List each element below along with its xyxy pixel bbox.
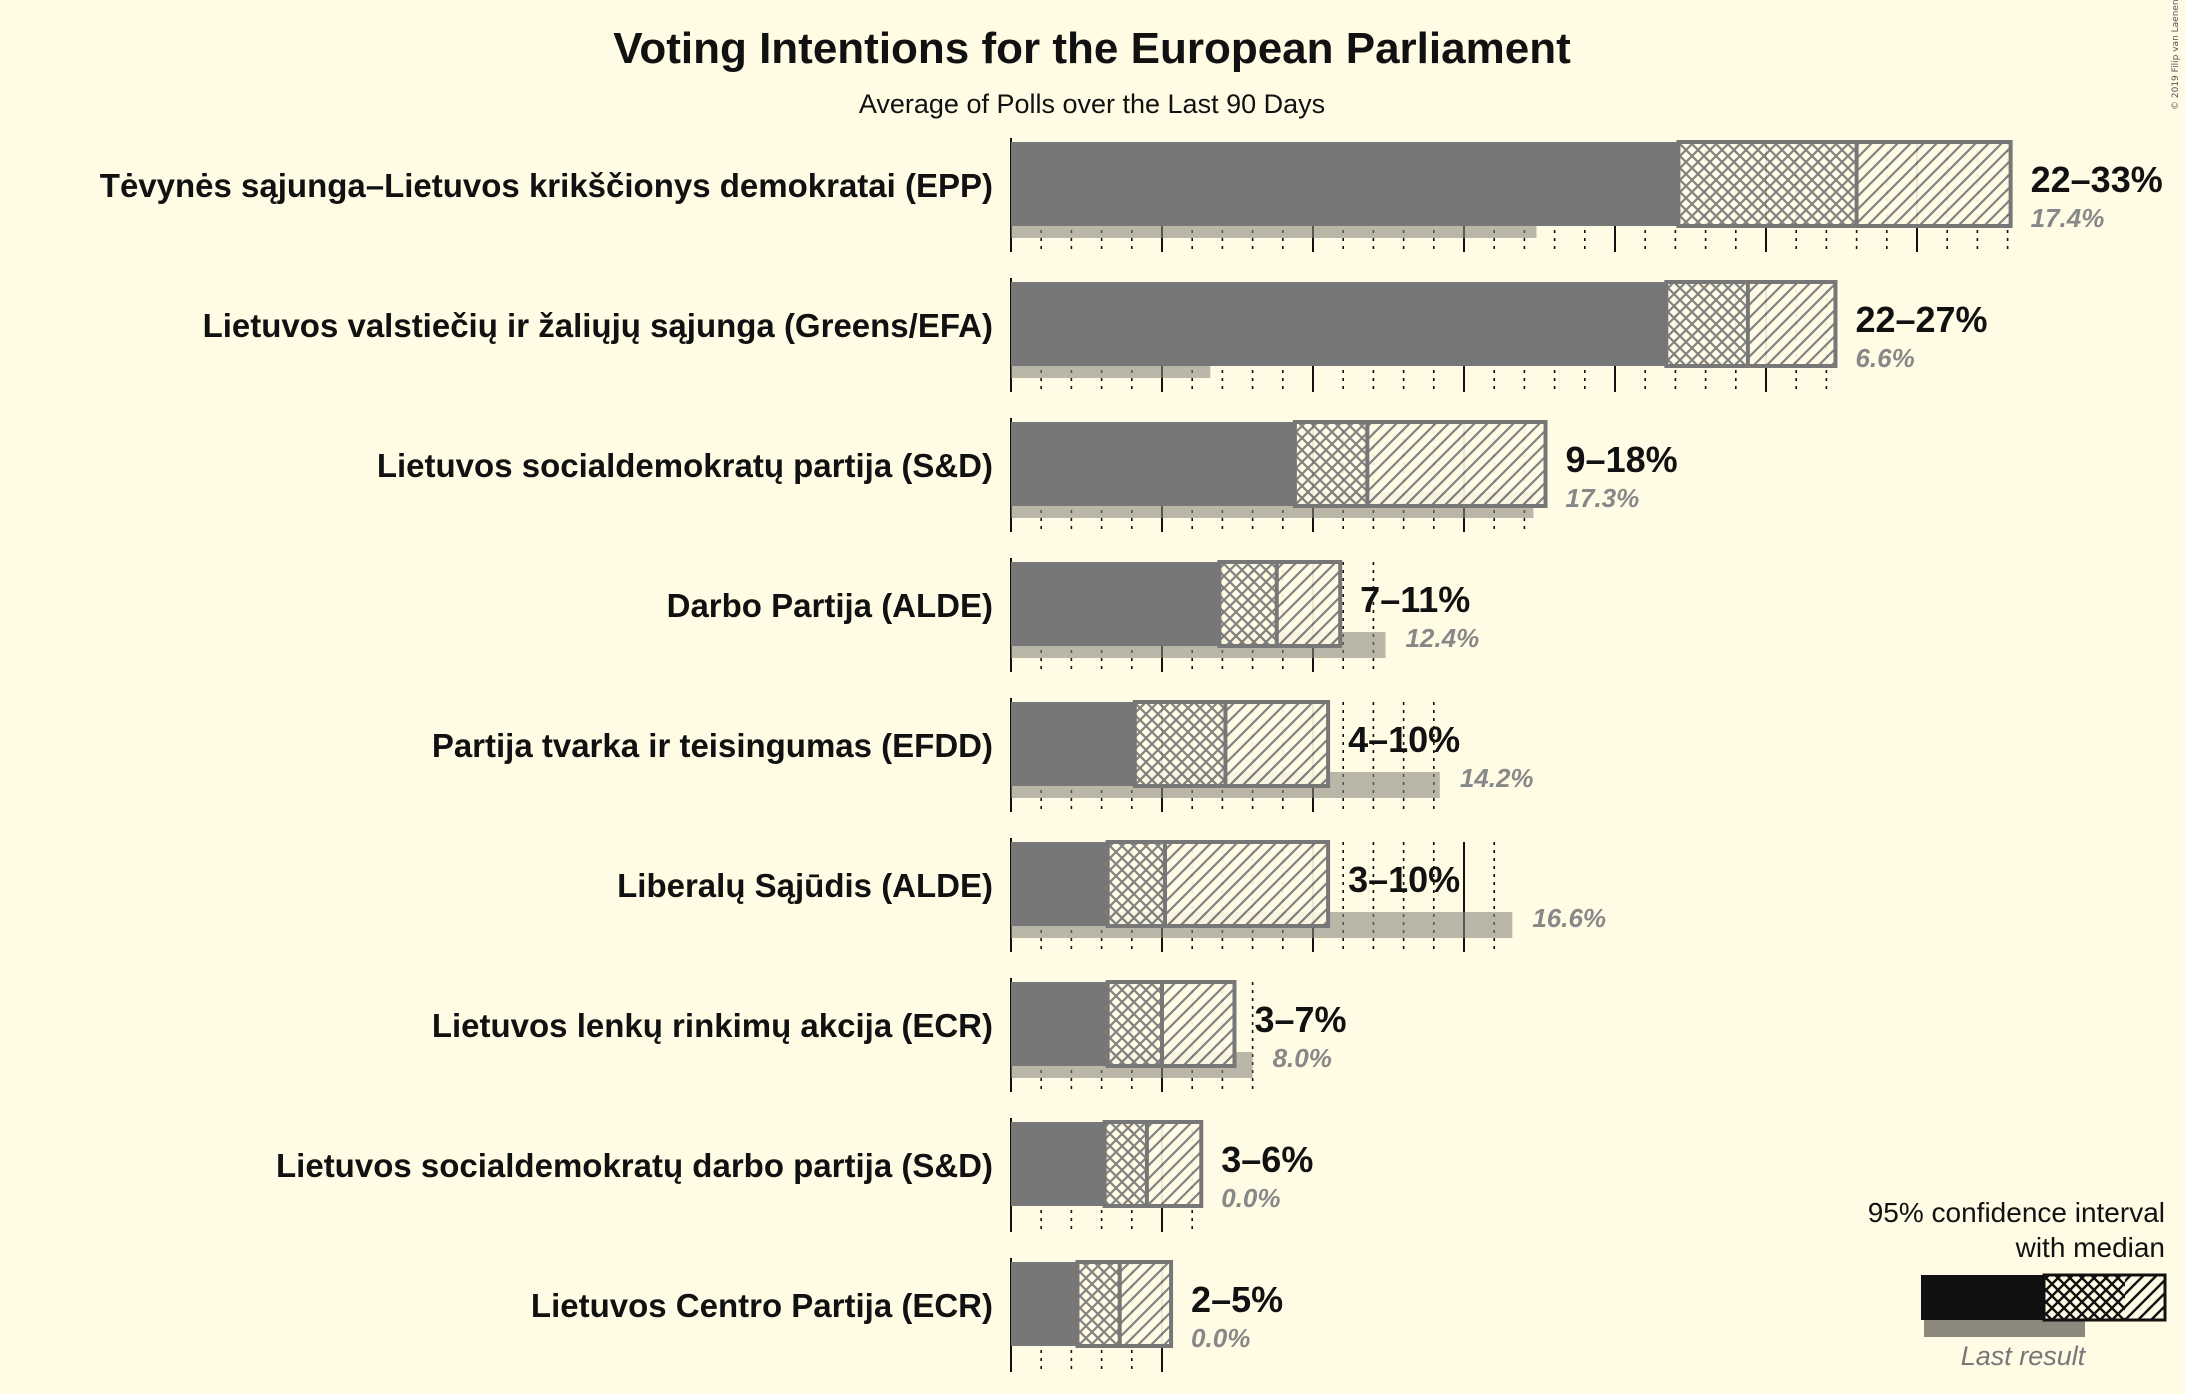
ci-upper-hatch — [1162, 982, 1235, 1066]
legend-solid-swatch — [1921, 1275, 2044, 1320]
ci-lower-hatch — [1107, 842, 1166, 926]
party-label: Lietuvos lenkų rinkimų akcija (ECR) — [432, 1007, 993, 1044]
ci-lower-hatch — [1107, 982, 1162, 1066]
range-label: 2–5% — [1191, 1279, 1283, 1320]
ci-solid-bar — [1011, 702, 1135, 786]
ci-outline — [1132, 700, 1331, 788]
last-result-label: 8.0% — [1273, 1043, 1332, 1073]
ci-outline — [1105, 840, 1331, 928]
legend-ci-label: 95% confidence interval — [1868, 1197, 2165, 1228]
last-result-label: 0.0% — [1191, 1323, 1250, 1353]
ci-solid-bar — [1011, 562, 1220, 646]
range-label: 3–10% — [1348, 859, 1460, 900]
ci-upper-hatch — [1146, 1122, 1202, 1206]
copyright-text: © 2019 Filip van Laenen — [2171, 0, 2181, 110]
ci-lower-hatch — [1678, 142, 1857, 226]
ci-lower-hatch — [1219, 562, 1277, 646]
ci-lower-hatch — [1104, 1122, 1147, 1206]
ci-upper-hatch — [1856, 142, 2011, 226]
party-row: Darbo Partija (ALDE) 7–11%12.4% — [667, 558, 1479, 672]
ci-outline — [1105, 980, 1237, 1068]
ci-solid-bar — [1011, 1262, 1078, 1346]
last-result-label: 0.0% — [1221, 1183, 1280, 1213]
party-label: Lietuvos valstiečių ir žaliųjų sąjunga (… — [203, 307, 993, 344]
last-result-label: 17.4% — [2031, 203, 2105, 233]
ci-solid-bar — [1011, 1122, 1105, 1206]
ci-outline — [1292, 420, 1548, 508]
chart-rows: Tėvynės sąjunga–Lietuvos krikščionys dem… — [100, 138, 2163, 1372]
ci-outline — [1217, 560, 1343, 648]
legend-frame — [2042, 1273, 2167, 1322]
ci-outline — [1075, 1260, 1174, 1348]
party-row: Liberalų Sąjūdis (ALDE) 3–10% 16.6% — [617, 838, 1606, 952]
last-result-label: 17.3% — [1566, 483, 1640, 513]
chart-title: Voting Intentions for the European Parli… — [613, 24, 1571, 73]
ci-solid-bar — [1011, 422, 1295, 506]
ci-lower-hatch — [1134, 702, 1226, 786]
ci-solid-bar — [1011, 142, 1679, 226]
party-row: Lietuvos Centro Partija (ECR) 2–5%0.0% — [531, 1258, 1283, 1372]
last-result-label: 6.6% — [1855, 343, 1914, 373]
ci-lower-hatch — [1294, 422, 1368, 506]
party-row: Lietuvos socialdemokratų darbo partija (… — [276, 1118, 1313, 1232]
legend: 95% confidence interval with median Last… — [1868, 1197, 2167, 1371]
ci-upper-hatch — [1747, 282, 1836, 366]
legend-diagonal-swatch — [2125, 1275, 2165, 1320]
party-label: Lietuvos socialdemokratų darbo partija (… — [276, 1147, 993, 1184]
ci-lower-hatch — [1077, 1262, 1120, 1346]
party-row: Lietuvos valstiečių ir žaliųjų sąjunga (… — [203, 278, 1988, 392]
ci-outline — [1664, 280, 1838, 368]
ci-upper-hatch — [1276, 562, 1341, 646]
party-row: Lietuvos socialdemokratų partija (S&D) 9–… — [377, 418, 1678, 532]
ci-upper-hatch — [1367, 422, 1546, 506]
party-label: Liberalų Sąjūdis (ALDE) — [617, 867, 993, 904]
legend-crosshatch-swatch — [2044, 1275, 2125, 1320]
party-label: Tėvynės sąjunga–Lietuvos krikščionys dem… — [100, 167, 993, 204]
range-label: 3–6% — [1221, 1139, 1313, 1180]
party-label: Darbo Partija (ALDE) — [667, 587, 993, 624]
range-label: 22–27% — [1855, 299, 1987, 340]
last-result-label: 16.6% — [1532, 903, 1606, 933]
range-label: 4–10% — [1348, 719, 1460, 760]
chart-subtitle: Average of Polls over the Last 90 Days — [859, 89, 1325, 119]
range-label: 3–7% — [1254, 999, 1346, 1040]
party-label: Lietuvos socialdemokratų partija (S&D) — [377, 447, 993, 484]
ci-solid-bar — [1011, 842, 1108, 926]
range-label: 7–11% — [1360, 579, 1470, 620]
legend-median-label: with median — [2015, 1232, 2165, 1263]
ci-outline — [1102, 1120, 1204, 1208]
ci-lower-hatch — [1666, 282, 1748, 366]
range-label: 22–33% — [2031, 159, 2163, 200]
ci-upper-hatch — [1225, 702, 1329, 786]
ci-upper-hatch — [1119, 1262, 1172, 1346]
party-row: Lietuvos lenkų rinkimų akcija (ECR) 3–7%8… — [432, 978, 1347, 1092]
party-row: Tėvynės sąjunga–Lietuvos krikščionys dem… — [100, 138, 2163, 252]
ci-outline — [1676, 140, 2013, 228]
party-label: Lietuvos Centro Partija (ECR) — [531, 1287, 993, 1324]
ci-solid-bar — [1011, 982, 1108, 1066]
legend-last-label: Last result — [1961, 1341, 2087, 1371]
ci-solid-bar — [1011, 282, 1667, 366]
range-label: 9–18% — [1566, 439, 1678, 480]
party-label: Partija tvarka ir teisingumas (EFDD) — [432, 727, 993, 764]
last-result-label: 14.2% — [1460, 763, 1534, 793]
ci-upper-hatch — [1165, 842, 1329, 926]
party-row: Partija tvarka ir teisingumas (EFDD) 4–10… — [432, 698, 1534, 812]
last-result-label: 12.4% — [1405, 623, 1479, 653]
